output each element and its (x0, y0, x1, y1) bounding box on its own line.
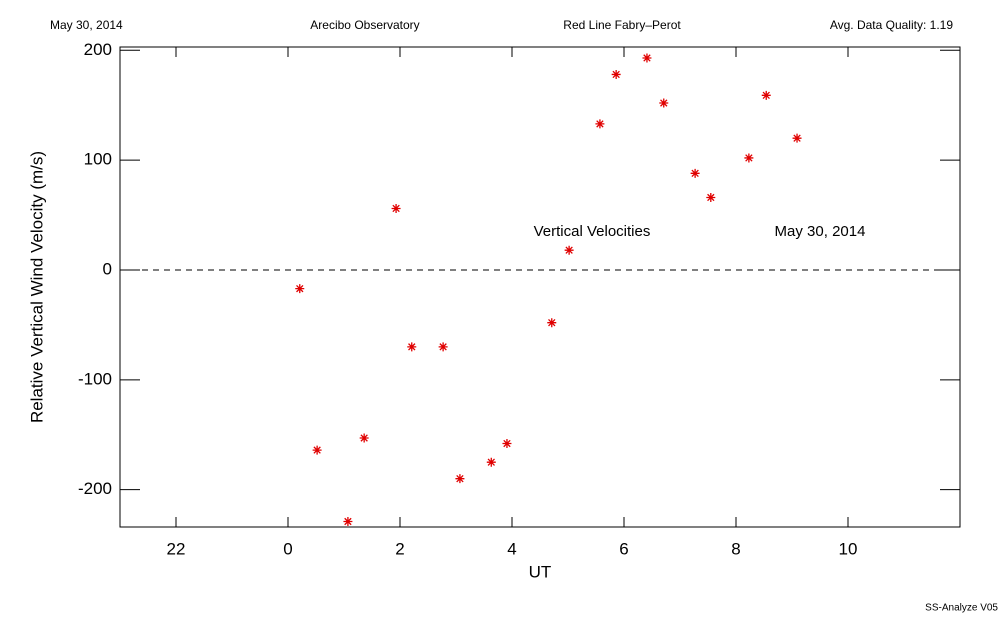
plot-frame (119, 46, 961, 528)
data-point (642, 53, 652, 63)
y-tick-label: -100 (78, 369, 112, 388)
x-tick-label: 0 (283, 539, 292, 558)
annotation: Vertical Velocities (534, 223, 651, 240)
data-point (391, 203, 401, 213)
data-point (407, 342, 417, 352)
data-point (502, 439, 512, 449)
data-point (792, 133, 802, 143)
x-tick-label: 10 (839, 539, 858, 558)
data-point (706, 192, 716, 202)
data-point (455, 474, 465, 484)
data-point (343, 517, 353, 527)
data-point (659, 98, 669, 108)
data-point (547, 318, 557, 328)
y-tick-label: -200 (78, 479, 112, 498)
annotation: May 30, 2014 (775, 223, 866, 240)
x-axis-label: UT (529, 562, 552, 581)
x-tick-label: 2 (395, 539, 404, 558)
data-point (595, 119, 605, 129)
header-date: May 30, 2014 (50, 18, 123, 32)
y-tick-label: 200 (84, 40, 112, 59)
header-instrument: Red Line Fabry–Perot (563, 18, 681, 32)
x-tick-label: 4 (507, 539, 516, 558)
x-tick-label: 22 (167, 539, 186, 558)
data-point (690, 168, 700, 178)
data-point (312, 445, 322, 455)
y-tick-label: 100 (84, 150, 112, 169)
header-site: Arecibo Observatory (310, 18, 419, 32)
y-tick-label: 0 (103, 259, 112, 278)
y-axis-label: Relative Vertical Wind Velocity (m/s) (27, 151, 46, 423)
data-point (744, 153, 754, 163)
x-tick-label: 6 (619, 539, 628, 558)
footer: SS-Analyze V05 (925, 603, 998, 614)
data-point (486, 457, 496, 467)
data-point (359, 433, 369, 443)
data-point (611, 69, 621, 79)
header-quality: Avg. Data Quality: 1.19 (830, 18, 954, 32)
x-tick-label: 8 (731, 539, 740, 558)
data-point (564, 245, 574, 255)
data-point (295, 284, 305, 294)
data-point (438, 342, 448, 352)
data-point (761, 90, 771, 100)
